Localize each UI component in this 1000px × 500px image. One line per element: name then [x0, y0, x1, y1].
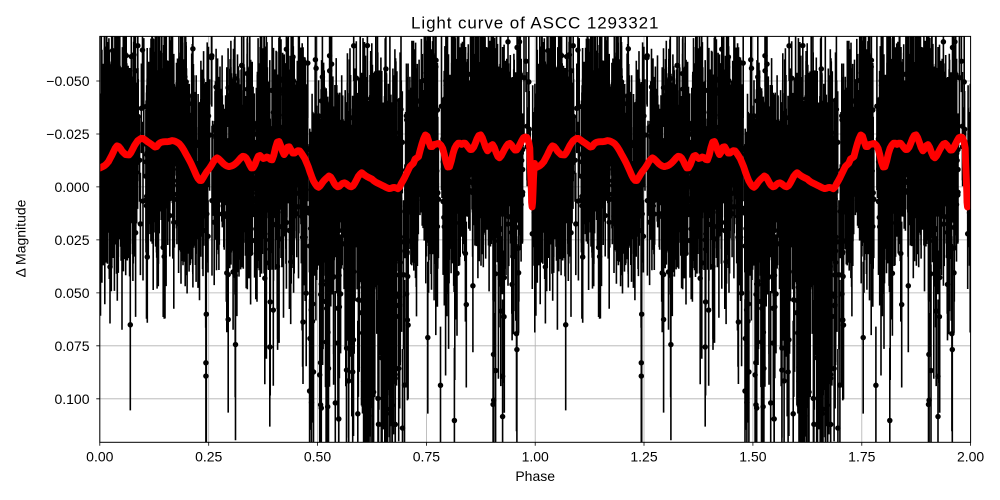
- svg-text:2.00: 2.00: [957, 448, 984, 464]
- svg-text:0.075: 0.075: [54, 338, 89, 354]
- svg-text:−0.050: −0.050: [46, 73, 89, 89]
- svg-text:0.050: 0.050: [54, 285, 89, 301]
- svg-text:0.50: 0.50: [304, 448, 331, 464]
- svg-text:Phase: Phase: [515, 468, 555, 484]
- svg-text:1.25: 1.25: [630, 448, 657, 464]
- svg-text:1.00: 1.00: [522, 448, 549, 464]
- svg-text:0.25: 0.25: [195, 448, 222, 464]
- svg-text:1.50: 1.50: [739, 448, 766, 464]
- svg-text:0.025: 0.025: [54, 232, 89, 248]
- svg-text:0.000: 0.000: [54, 179, 89, 195]
- svg-text:Light curve of ASCC 1293321: Light curve of ASCC 1293321: [411, 14, 659, 33]
- svg-text:1.75: 1.75: [848, 448, 875, 464]
- svg-text:0.100: 0.100: [54, 391, 89, 407]
- svg-text:Δ Magnitude: Δ Magnitude: [13, 199, 29, 277]
- svg-text:0.75: 0.75: [413, 448, 440, 464]
- svg-text:−0.025: −0.025: [46, 126, 89, 142]
- svg-text:0.00: 0.00: [86, 448, 113, 464]
